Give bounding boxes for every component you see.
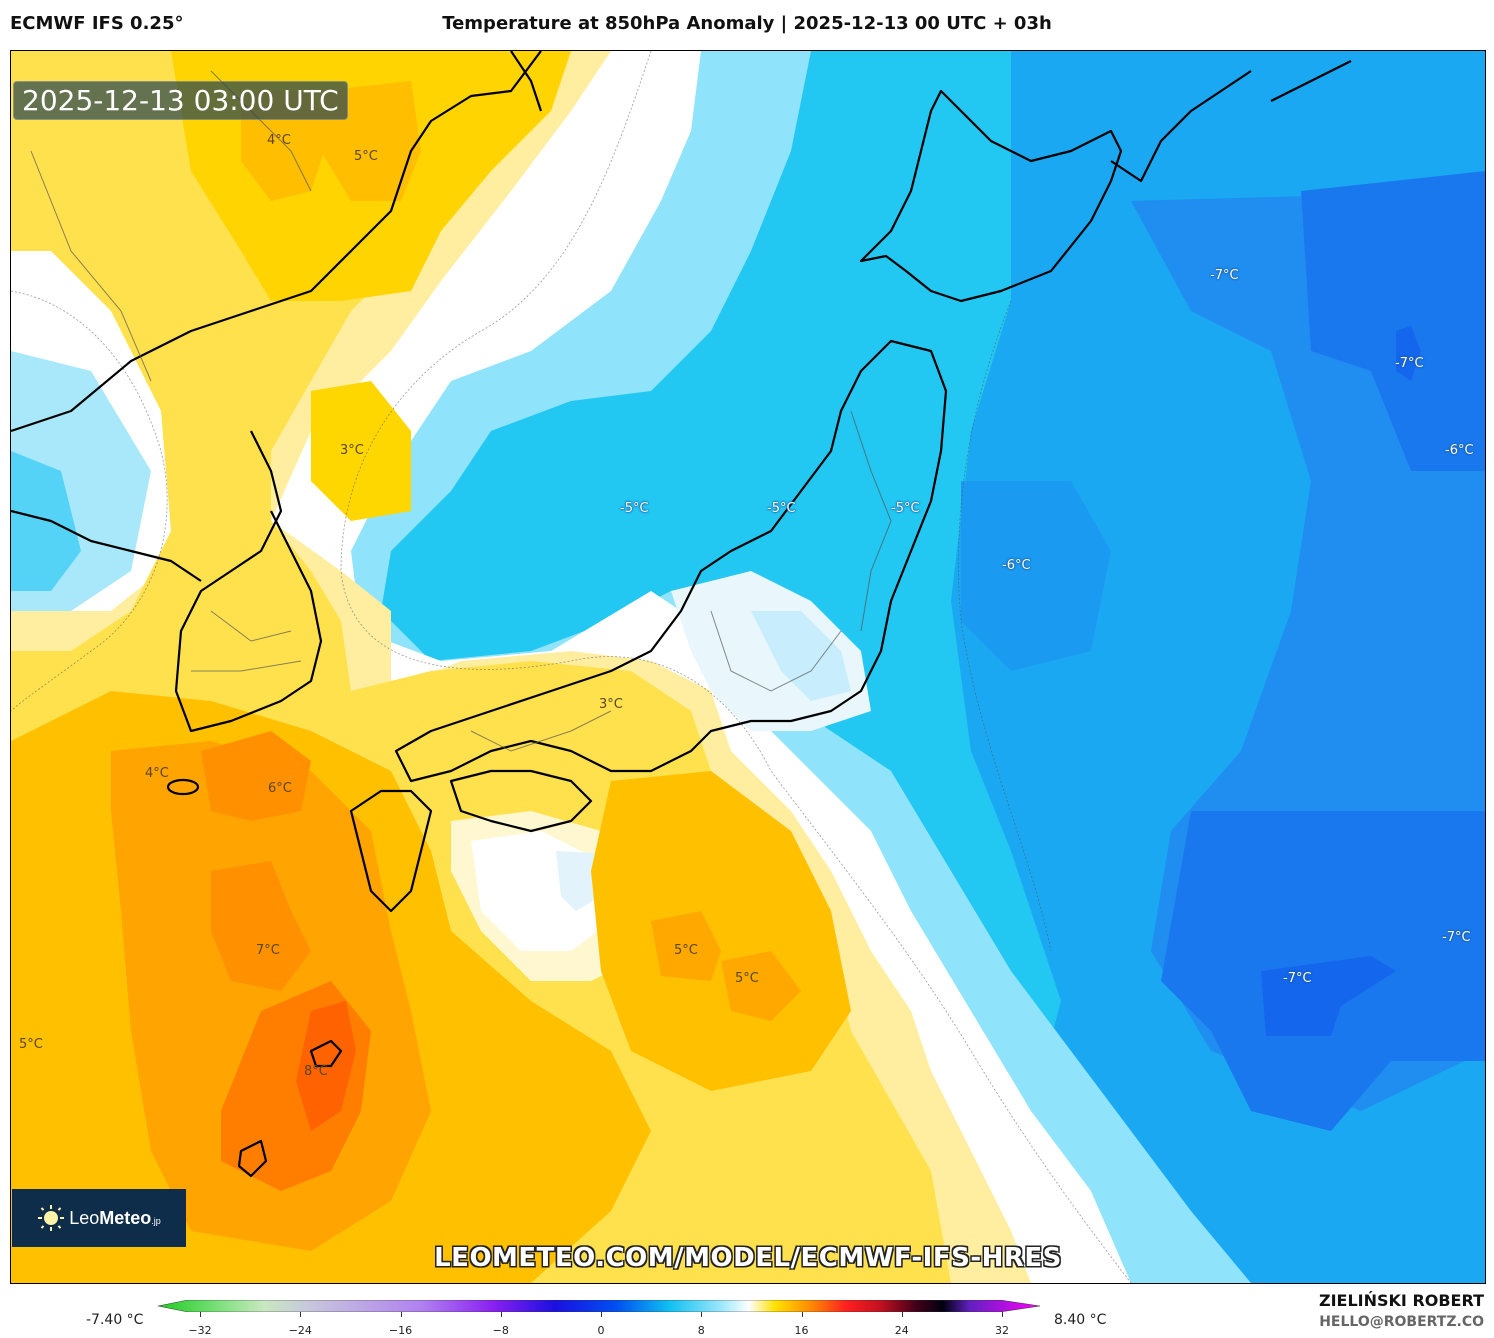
author-name: ZIELIŃSKI ROBERT — [1318, 1291, 1484, 1310]
contour-label: 5°C — [19, 1037, 43, 1052]
contour-label: -7°C — [1395, 356, 1424, 371]
contour-label: 3°C — [599, 697, 623, 712]
sun-icon — [38, 1205, 65, 1231]
colorbar-tick-label: −24 — [288, 1324, 312, 1337]
valid-time-badge: 2025-12-13 03:00 UTC — [13, 81, 348, 120]
colorbar-tick-label: −32 — [188, 1324, 212, 1337]
leometeo-logo[interactable]: LeoMeteo.jp — [12, 1189, 186, 1247]
colorbar-tick-label: 24 — [894, 1324, 909, 1337]
field-max-label: 8.40 °C — [1054, 1312, 1107, 1328]
contour-label: 7°C — [256, 943, 280, 958]
contour-label: 5°C — [674, 943, 698, 958]
contour-label: 8°C — [304, 1064, 328, 1079]
colorbar-tick-label: −16 — [388, 1324, 413, 1337]
map-panel: 2025-12-13 03:00 UTC 4°C 5°C 3°C -5°C -5°C -5… — [10, 50, 1486, 1284]
contour-label: -6°C — [1445, 443, 1474, 458]
field-min-label: -7.40 °C — [86, 1312, 144, 1328]
model-name: ECMWF IFS 0.25° — [10, 13, 184, 34]
contour-label: -7°C — [1283, 971, 1312, 986]
chart-title: Temperature at 850hPa Anomaly | 2025-12-… — [442, 13, 1052, 34]
colorbar-tick-mark — [300, 1312, 302, 1317]
colorbar-tick-mark — [1002, 1312, 1003, 1317]
colorbar-tick-mark — [701, 1312, 703, 1317]
contour-label: 3°C — [340, 443, 364, 458]
colorbar — [158, 1300, 1040, 1312]
contour-label: -5°C — [891, 501, 920, 516]
watermark-url: LEOMETEO.COM/MODEL/ECMWF-IFS-HRES — [434, 1243, 1062, 1273]
colorbar-tick-mark — [400, 1312, 402, 1317]
anomaly-field — [11, 51, 1485, 1283]
colorbar-tick-label: −8 — [492, 1324, 509, 1337]
colorbar-tick-label: 8 — [697, 1324, 705, 1337]
contour-label: 5°C — [735, 971, 759, 986]
author-email[interactable]: HELLO@ROBERTZ.CO — [1319, 1314, 1484, 1330]
contour-label: -7°C — [1442, 930, 1471, 945]
logo-text: LeoMeteo.jp — [69, 1207, 161, 1228]
colorbar-tick-mark — [200, 1312, 201, 1317]
contour-label: 5°C — [354, 149, 378, 164]
colorbar-tick-mark — [601, 1312, 602, 1317]
colorbar-tick-label: 16 — [794, 1324, 809, 1337]
contour-label: -5°C — [620, 501, 649, 516]
contour-label: -5°C — [767, 501, 796, 516]
colorbar-tick-label: 0 — [597, 1324, 605, 1337]
contour-label: 4°C — [145, 766, 169, 781]
contour-label: 6°C — [268, 781, 292, 796]
contour-label: -6°C — [1002, 558, 1031, 573]
colorbar-tick-mark — [500, 1312, 502, 1317]
colorbar-tick-label: 32 — [995, 1324, 1009, 1337]
contour-label: 4°C — [267, 133, 291, 148]
contour-label: -7°C — [1210, 268, 1239, 283]
colorbar-tick-mark — [901, 1312, 903, 1317]
colorbar-tick-mark — [801, 1312, 803, 1317]
